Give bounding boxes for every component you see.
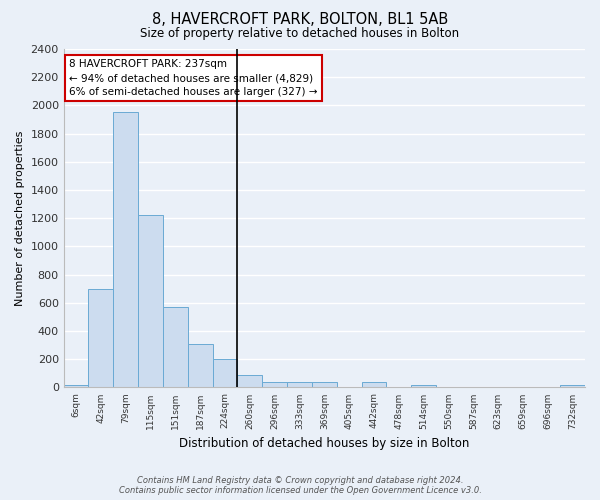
Bar (113, 112, 138, 388)
Bar (560, 384, 585, 388)
Bar (411, 384, 436, 388)
Bar (138, 216, 163, 388)
Bar (188, 344, 212, 388)
Bar (287, 382, 312, 388)
Bar (88, 288, 113, 388)
X-axis label: Distribution of detached houses by size in Bolton: Distribution of detached houses by size … (179, 437, 470, 450)
Text: Contains HM Land Registry data © Crown copyright and database right 2024.
Contai: Contains HM Land Registry data © Crown c… (119, 476, 481, 495)
Bar (64, 384, 88, 388)
Text: 8, HAVERCROFT PARK, BOLTON, BL1 5AB: 8, HAVERCROFT PARK, BOLTON, BL1 5AB (152, 12, 448, 28)
Bar (238, 376, 262, 388)
Bar (212, 359, 238, 388)
Text: 8 HAVERCROFT PARK: 237sqm
← 94% of detached houses are smaller (4,829)
6% of sem: 8 HAVERCROFT PARK: 237sqm ← 94% of detac… (69, 59, 317, 97)
Bar (362, 382, 386, 388)
Bar (262, 382, 287, 388)
Text: Size of property relative to detached houses in Bolton: Size of property relative to detached ho… (140, 28, 460, 40)
Bar (163, 307, 188, 388)
Y-axis label: Number of detached properties: Number of detached properties (15, 130, 25, 306)
Bar (312, 382, 337, 388)
